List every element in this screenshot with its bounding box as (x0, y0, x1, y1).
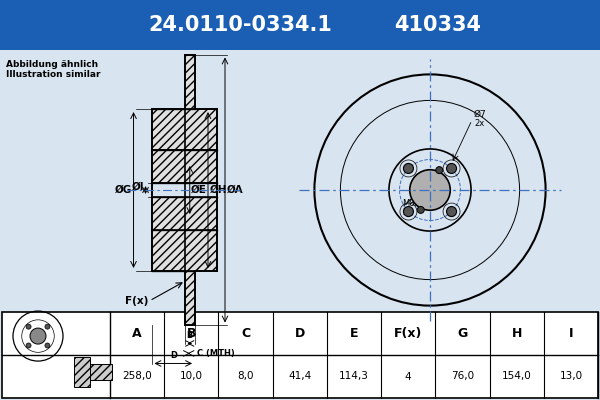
Text: 4: 4 (405, 372, 412, 382)
Text: E: E (350, 327, 358, 340)
Text: H: H (511, 327, 522, 340)
Text: 2x: 2x (402, 208, 412, 217)
Circle shape (446, 206, 457, 216)
Text: G: G (457, 327, 467, 340)
Text: 114,3: 114,3 (339, 372, 369, 382)
Text: M8x1,25: M8x1,25 (402, 199, 438, 208)
Circle shape (403, 164, 413, 174)
Bar (152, 197, 217, 230)
Bar (90, 364, 112, 380)
Text: Abbildung ähnlich: Abbildung ähnlich (6, 60, 98, 69)
Bar (2, 312, 598, 398)
Text: Illustration similar: Illustration similar (6, 70, 101, 79)
Bar (152, 109, 217, 150)
Circle shape (45, 324, 50, 329)
Text: 154,0: 154,0 (502, 372, 532, 382)
Text: 76,0: 76,0 (451, 372, 474, 382)
Text: 10,0: 10,0 (180, 372, 203, 382)
Text: Ø7: Ø7 (474, 110, 487, 119)
Circle shape (45, 343, 50, 348)
Bar (152, 183, 217, 197)
Text: A: A (132, 327, 142, 340)
Bar (152, 230, 217, 271)
Text: 41,4: 41,4 (288, 372, 311, 382)
Circle shape (446, 164, 457, 174)
Circle shape (436, 167, 443, 174)
Text: 8,0: 8,0 (238, 372, 254, 382)
Text: D: D (295, 327, 305, 340)
Text: ØE: ØE (191, 185, 206, 195)
Circle shape (417, 206, 424, 213)
Circle shape (30, 328, 46, 344)
Text: C (MTH): C (MTH) (197, 349, 235, 358)
Text: F(x): F(x) (394, 327, 422, 340)
Text: I: I (569, 327, 573, 340)
Text: ØA: ØA (227, 185, 244, 195)
Text: 410334: 410334 (395, 15, 482, 35)
Text: ØI: ØI (132, 182, 145, 192)
Circle shape (26, 343, 31, 348)
Text: 13,0: 13,0 (559, 372, 583, 382)
Text: 24.0110-0334.1: 24.0110-0334.1 (148, 15, 332, 35)
Text: B: B (187, 332, 193, 340)
Text: ØG: ØG (115, 185, 133, 195)
Text: 2x: 2x (474, 119, 484, 128)
Circle shape (26, 324, 31, 329)
Circle shape (403, 206, 413, 216)
Text: C: C (241, 327, 250, 340)
Bar (0, 50, 600, 312)
Circle shape (410, 170, 450, 210)
Polygon shape (185, 54, 195, 326)
Text: 258,0: 258,0 (122, 372, 152, 382)
Text: ØH: ØH (210, 185, 227, 195)
Bar (152, 150, 217, 183)
Bar (74, 357, 90, 387)
Text: D: D (170, 352, 177, 360)
Text: B: B (187, 327, 196, 340)
Text: F(x): F(x) (125, 296, 148, 306)
